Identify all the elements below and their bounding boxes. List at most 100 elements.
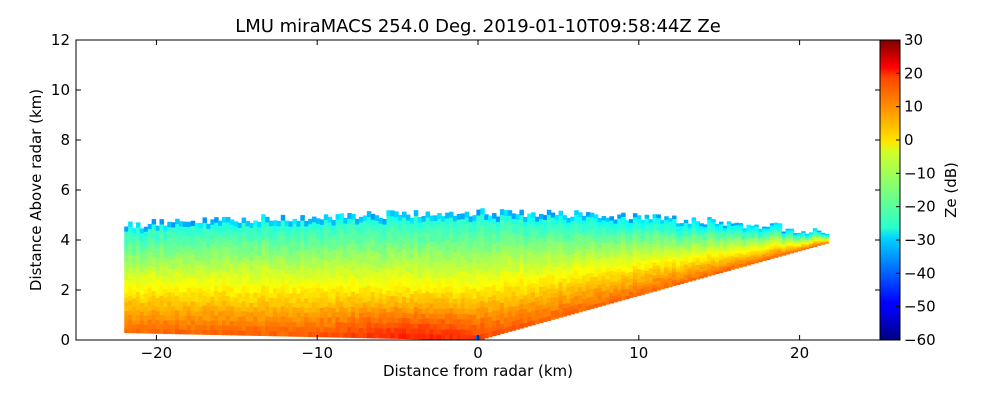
echo-cell — [308, 316, 313, 323]
echo-cell — [335, 270, 341, 277]
echo-cell — [812, 229, 818, 232]
echo-cell — [789, 228, 794, 231]
echo-cell — [601, 253, 607, 258]
echo-cell — [417, 318, 423, 325]
echo-cell — [433, 287, 438, 294]
echo-cell — [695, 221, 701, 225]
y-tick-label: 0 — [60, 331, 70, 349]
echo-cell — [613, 264, 618, 269]
echo-cell — [175, 218, 180, 225]
echo-cell — [308, 321, 313, 328]
echo-cell — [429, 261, 434, 268]
echo-cell — [558, 250, 564, 256]
echo-cell — [214, 261, 219, 267]
echo-cell — [527, 307, 532, 313]
echo-cell — [644, 217, 650, 222]
echo-cell — [519, 293, 524, 299]
echo-cell — [492, 264, 497, 270]
echo-cell — [503, 322, 509, 328]
echo-cell — [351, 332, 356, 338]
echo-cell — [476, 318, 481, 325]
echo-cell — [186, 315, 192, 321]
echo-cell — [210, 257, 215, 264]
echo-cell — [687, 230, 693, 234]
echo-cell — [359, 272, 364, 278]
echo-cell — [476, 296, 481, 303]
echo-cell — [648, 249, 654, 254]
echo-cell — [425, 216, 431, 223]
echo-cell — [155, 234, 161, 240]
echo-cell — [132, 280, 137, 286]
echo-cell — [124, 239, 129, 245]
echo-cell — [182, 282, 188, 288]
echo-cell — [398, 292, 403, 298]
echo-cell — [648, 264, 654, 269]
echo-cell — [222, 275, 227, 282]
echo-cell — [664, 216, 669, 220]
echo-cell — [269, 278, 274, 284]
echo-cell — [257, 254, 262, 261]
echo-cell — [241, 246, 247, 253]
echo-cell — [159, 328, 164, 334]
echo-cell — [460, 271, 466, 278]
echo-cell — [797, 233, 802, 235]
echo-cell — [691, 269, 697, 273]
echo-cell — [261, 214, 266, 220]
echo-cell — [265, 256, 270, 262]
echo-cell — [808, 239, 814, 242]
echo-cell — [609, 263, 614, 268]
echo-cell — [542, 228, 548, 234]
echo-cell — [734, 224, 740, 228]
echo-cell — [558, 219, 564, 225]
echo-cell — [186, 273, 192, 279]
echo-cell — [507, 240, 513, 247]
echo-cell — [206, 223, 211, 229]
echo-cell — [351, 311, 356, 318]
colorbar-label: Ze (dB) — [942, 162, 960, 218]
echo-cell — [750, 254, 755, 257]
echo-cell — [492, 258, 497, 265]
y-tick-label: 4 — [60, 231, 70, 249]
echo-cell — [683, 264, 689, 268]
echo-cell — [441, 277, 446, 284]
echo-cell — [186, 231, 192, 237]
echo-cell — [574, 227, 579, 233]
echo-cell — [640, 266, 646, 271]
echo-cell — [210, 238, 215, 244]
echo-cell — [413, 258, 419, 265]
echo-cell — [515, 324, 521, 330]
echo-cell — [171, 273, 176, 279]
echo-cell — [777, 243, 783, 246]
echo-cell — [394, 216, 399, 223]
echo-cell — [233, 235, 239, 241]
echo-cell — [542, 281, 548, 287]
echo-cell — [585, 264, 591, 270]
echo-cell — [746, 239, 751, 243]
echo-cell — [198, 306, 204, 312]
echo-cell — [632, 233, 638, 239]
echo-cell — [456, 261, 462, 267]
echo-cell — [139, 280, 145, 286]
echo-cell — [202, 309, 208, 316]
y-tick-label: 12 — [51, 31, 70, 49]
echo-cell — [656, 283, 661, 288]
echo-cell — [241, 320, 247, 326]
echo-cell — [652, 274, 657, 279]
echo-cell — [812, 228, 818, 230]
echo-cell — [570, 277, 575, 283]
echo-cell — [805, 241, 810, 243]
echo-cell — [198, 283, 204, 289]
echo-cell — [550, 243, 556, 249]
echo-cell — [370, 234, 376, 241]
echo-cell — [687, 276, 693, 280]
echo-cell — [801, 245, 806, 247]
echo-cell — [476, 274, 481, 281]
echo-cell — [214, 266, 219, 272]
echo-cell — [300, 326, 305, 332]
echo-cell — [781, 249, 787, 251]
echo-cell — [304, 240, 309, 246]
echo-cell — [186, 268, 192, 274]
echo-cell — [480, 278, 485, 285]
echo-cell — [445, 334, 450, 340]
echo-cell — [225, 290, 231, 297]
